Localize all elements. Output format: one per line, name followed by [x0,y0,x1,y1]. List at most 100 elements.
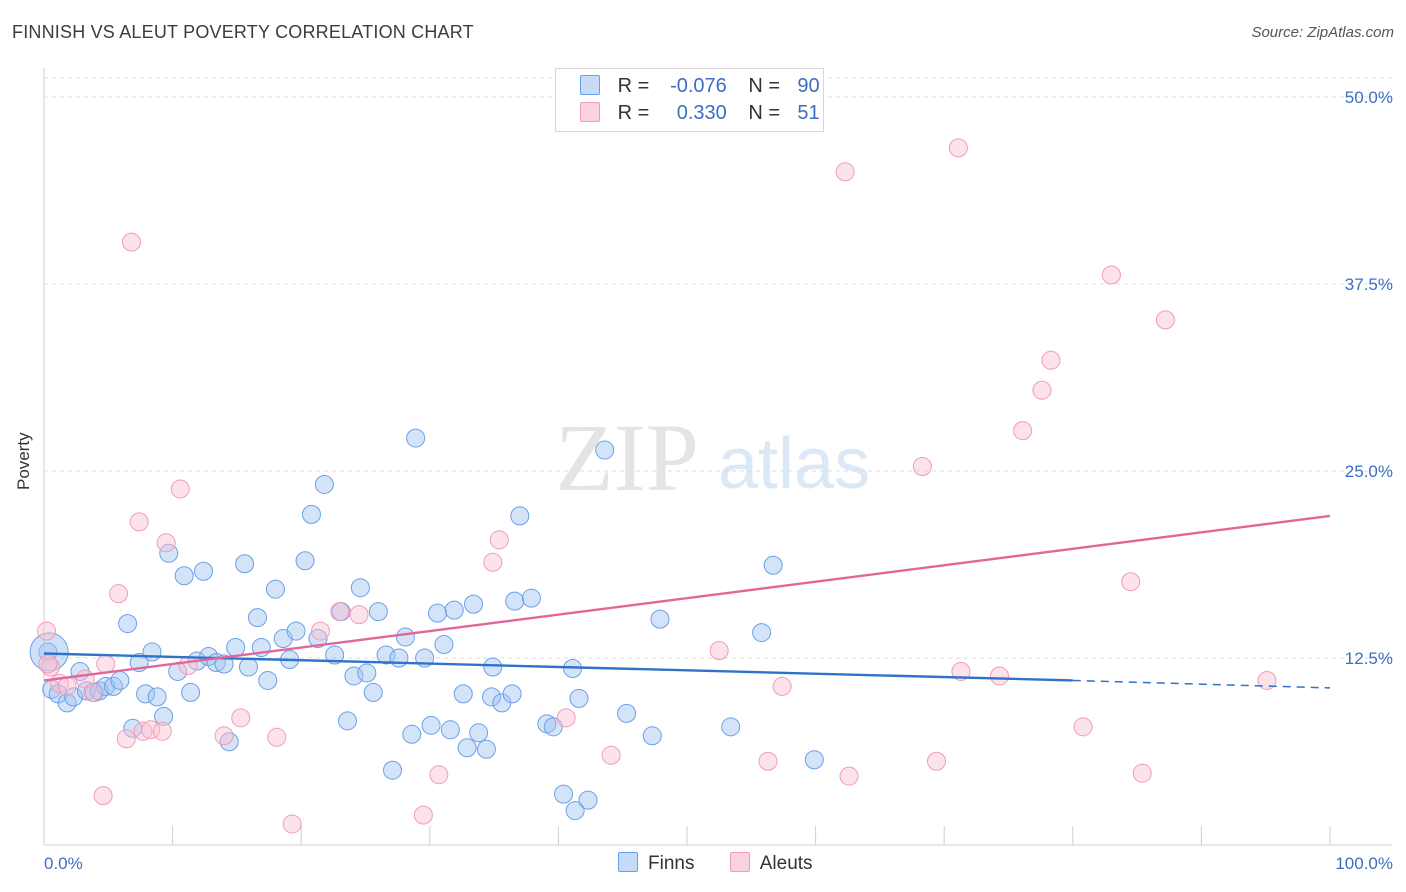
finns-point [325,645,345,665]
finns-point [578,790,598,810]
aleuts-n-label: N = [748,102,781,124]
finns-point [469,723,489,743]
finns-point [383,760,403,780]
aleuts-point [214,726,234,746]
finns-point [96,676,116,696]
x-tick-label-max: 100.0% [1335,854,1393,873]
aleuts-point [109,584,129,604]
finns-point [368,602,388,622]
finns-point [363,682,383,702]
finns-point [650,609,670,629]
aleuts-point [1073,717,1093,737]
aleuts-point [948,138,968,158]
finns-n-label: N = [748,75,781,97]
aleuts-point [1155,310,1175,330]
finns-point [314,474,334,494]
finns-point [118,614,138,634]
aleuts-point [156,533,176,553]
legend-row-aleuts: R = 0.330 N = 51 [580,102,820,126]
aleuts-trend-line [43,514,1331,682]
aleuts-point [1121,572,1141,592]
aleuts-point [1132,763,1152,783]
aleuts-point [231,708,251,728]
finns-point [402,724,422,744]
finns-point [193,561,213,581]
finns-point [389,648,409,668]
aleuts-point [758,751,778,771]
finns-trend-extension [1072,679,1331,689]
aleuts-n-value: 51 [797,102,820,124]
finns-point [428,603,448,623]
aleuts-point [310,621,330,641]
finns-point [174,566,194,586]
finns-point [569,688,589,708]
aleuts-point [1101,265,1121,285]
finns-r-value: -0.076 [670,75,727,97]
finns-point [617,703,637,723]
finns-point [350,578,370,598]
finns-point [286,621,306,641]
aleuts-point [37,621,57,641]
aleuts-swatch [580,102,600,122]
finns-point [554,784,574,804]
finns-point [357,663,377,683]
aleuts-point [1257,670,1277,690]
legend-row-finns: R = -0.076 N = 90 [580,75,820,99]
finns-point [595,440,615,460]
finns-point [510,506,530,526]
finns-point [136,684,156,704]
aleuts-point [170,479,190,499]
finns-point [434,635,454,655]
finns-point [376,645,396,665]
finns-point [247,608,267,628]
aleuts-point [349,605,369,625]
watermark-atlas: atlas [718,424,870,504]
finns-r-label: R = [617,75,650,97]
finns-point [406,428,426,448]
aleuts-point [1032,380,1052,400]
aleuts-point [1013,421,1033,441]
finns-point [295,551,315,571]
finns-point [804,750,824,770]
aleuts-point [133,721,153,741]
aleuts-point [483,552,503,572]
y-tick-label: 37.5% [1345,275,1393,294]
finns-point [226,638,246,658]
finns-point [505,591,525,611]
finns-point [64,687,84,707]
aleuts-point [96,654,116,674]
aleuts-point [413,805,433,825]
aleuts-point [839,766,859,786]
finns-point [258,670,278,690]
aleuts-point [40,657,60,677]
aleuts-point [330,602,350,622]
finns-point [482,687,502,707]
finns-n-value: 90 [797,75,820,97]
finns-point [142,642,162,662]
finns-points [29,428,824,821]
aleuts-point [93,786,113,806]
aleuts-point [38,654,58,674]
finns-point [476,739,496,759]
legend-item-finns: Finns [618,852,694,875]
aleuts-point [116,729,136,749]
aleuts-point [912,457,932,477]
aleuts-legend-swatch [729,852,750,872]
aleuts-point [267,727,287,747]
aleuts-point [489,530,509,550]
finns-point [457,738,477,758]
finns-point [238,657,258,677]
finns-point [344,666,364,686]
aleuts-legend-label: Aleuts [759,853,813,874]
finns-point [265,579,285,599]
aleuts-point [556,708,576,728]
finns-point [154,706,174,726]
finns-point [565,801,585,821]
finns-point [235,554,255,574]
legend-item-aleuts: Aleuts [729,852,813,875]
aleuts-r-value: 0.330 [676,102,727,124]
aleuts-point [1041,350,1061,370]
finns-point [301,504,321,524]
aleuts-r-label: R = [617,102,650,124]
